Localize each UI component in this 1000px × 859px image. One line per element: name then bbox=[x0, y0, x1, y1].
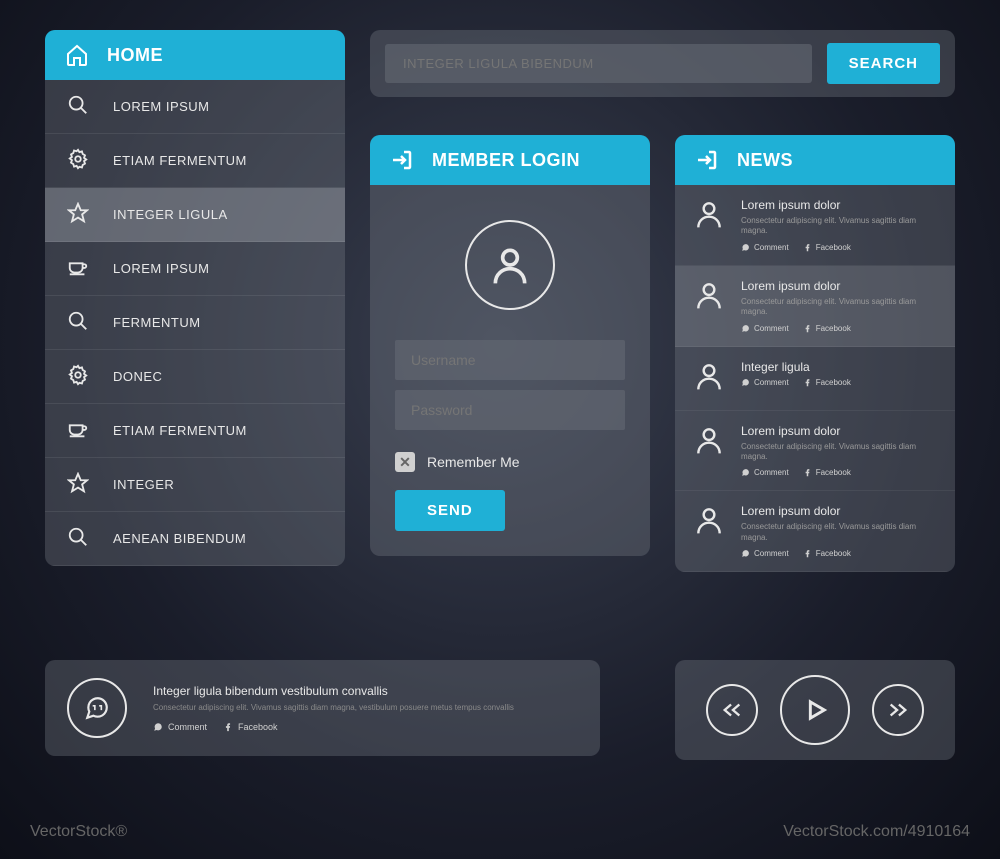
player-next-button[interactable] bbox=[872, 684, 924, 736]
nav-item-label: ETIAM FERMENTUM bbox=[113, 423, 247, 438]
login-header-label: MEMBER LOGIN bbox=[432, 150, 580, 171]
news-comment-link[interactable]: Comment bbox=[741, 378, 789, 387]
nav-item-label: LOREM IPSUM bbox=[113, 261, 210, 276]
player-play-button[interactable] bbox=[780, 675, 850, 745]
nav-item-label: INTEGER bbox=[113, 477, 174, 492]
nav-header: HOME bbox=[45, 30, 345, 80]
nav-item-8[interactable]: AENEAN BIBENDUM bbox=[45, 512, 345, 566]
home-icon bbox=[65, 43, 89, 67]
quote-icon bbox=[67, 678, 127, 738]
coffee-icon bbox=[67, 256, 89, 281]
news-comment-link[interactable]: Comment bbox=[741, 324, 789, 333]
info-title: Integer ligula bibendum vestibulum conva… bbox=[153, 684, 578, 698]
login-icon bbox=[390, 148, 414, 172]
info-sub: Consectetur adipiscing elit. Vivamus sag… bbox=[153, 703, 578, 713]
username-input[interactable] bbox=[395, 340, 625, 380]
nav-item-1[interactable]: ETIAM FERMENTUM bbox=[45, 134, 345, 188]
nav-item-4[interactable]: FERMENTUM bbox=[45, 296, 345, 350]
send-button[interactable]: SEND bbox=[395, 490, 505, 531]
news-item-sub: Consectetur adipiscing elit. Vivamus sag… bbox=[741, 297, 937, 318]
player-panel bbox=[675, 660, 955, 760]
news-header-label: NEWS bbox=[737, 150, 793, 171]
search-button[interactable]: SEARCH bbox=[827, 43, 940, 84]
rewind-icon bbox=[721, 699, 743, 721]
avatar-icon bbox=[465, 220, 555, 310]
user-icon bbox=[693, 279, 725, 333]
user-icon bbox=[693, 198, 725, 252]
search-panel: SEARCH bbox=[370, 30, 955, 97]
search-input[interactable] bbox=[385, 44, 812, 83]
info-panel: Integer ligula bibendum vestibulum conva… bbox=[45, 660, 600, 756]
news-comment-link[interactable]: Comment bbox=[741, 468, 789, 477]
user-icon bbox=[693, 424, 725, 478]
remember-row: ✕ Remember Me bbox=[395, 452, 625, 472]
nav-item-5[interactable]: DONEC bbox=[45, 350, 345, 404]
news-item-title: Integer ligula bbox=[741, 360, 937, 374]
star-icon bbox=[67, 472, 89, 497]
gear-icon bbox=[67, 148, 89, 173]
nav-item-label: AENEAN BIBENDUM bbox=[113, 531, 246, 546]
nav-item-6[interactable]: ETIAM FERMENTUM bbox=[45, 404, 345, 458]
nav-item-label: LOREM IPSUM bbox=[113, 99, 210, 114]
nav-item-label: ETIAM FERMENTUM bbox=[113, 153, 247, 168]
news-item-3[interactable]: Lorem ipsum dolor Consectetur adipiscing … bbox=[675, 411, 955, 492]
login-header: MEMBER LOGIN bbox=[370, 135, 650, 185]
news-comment-link[interactable]: Comment bbox=[741, 549, 789, 558]
password-input[interactable] bbox=[395, 390, 625, 430]
news-facebook-link[interactable]: Facebook bbox=[803, 378, 851, 387]
news-item-sub: Consectetur adipiscing elit. Vivamus sag… bbox=[741, 522, 937, 543]
nav-panel: HOME LOREM IPSUM ETIAM FERMENTUM INTEGER L… bbox=[45, 30, 345, 566]
facebook-icon bbox=[223, 722, 233, 732]
info-comment-link[interactable]: Comment bbox=[153, 722, 207, 732]
star-icon bbox=[67, 202, 89, 227]
news-item-title: Lorem ipsum dolor bbox=[741, 424, 937, 438]
watermark-left: VectorStock® bbox=[30, 823, 127, 841]
news-panel: NEWS Lorem ipsum dolor Consectetur adipis… bbox=[675, 135, 955, 572]
news-item-title: Lorem ipsum dolor bbox=[741, 279, 937, 293]
news-item-title: Lorem ipsum dolor bbox=[741, 504, 937, 518]
search-icon bbox=[67, 310, 89, 335]
nav-item-label: FERMENTUM bbox=[113, 315, 201, 330]
nav-item-2[interactable]: INTEGER LIGULA bbox=[45, 188, 345, 242]
news-item-4[interactable]: Lorem ipsum dolor Consectetur adipiscing … bbox=[675, 491, 955, 572]
comment-icon bbox=[153, 722, 163, 732]
user-icon bbox=[693, 360, 725, 397]
news-item-sub: Consectetur adipiscing elit. Vivamus sag… bbox=[741, 442, 937, 463]
news-item-0[interactable]: Lorem ipsum dolor Consectetur adipiscing … bbox=[675, 185, 955, 266]
news-facebook-link[interactable]: Facebook bbox=[803, 243, 851, 252]
login-panel: MEMBER LOGIN ✕ Remember Me SEND bbox=[370, 135, 650, 556]
nav-item-3[interactable]: LOREM IPSUM bbox=[45, 242, 345, 296]
news-item-2[interactable]: Integer ligula Comment Facebook bbox=[675, 347, 955, 411]
nav-item-label: INTEGER LIGULA bbox=[113, 207, 228, 222]
news-item-title: Lorem ipsum dolor bbox=[741, 198, 937, 212]
remember-label: Remember Me bbox=[427, 454, 520, 470]
news-facebook-link[interactable]: Facebook bbox=[803, 549, 851, 558]
nav-item-0[interactable]: LOREM IPSUM bbox=[45, 80, 345, 134]
player-prev-button[interactable] bbox=[706, 684, 758, 736]
gear-icon bbox=[67, 364, 89, 389]
news-comment-link[interactable]: Comment bbox=[741, 243, 789, 252]
news-facebook-link[interactable]: Facebook bbox=[803, 324, 851, 333]
play-icon bbox=[801, 696, 829, 724]
news-item-sub: Consectetur adipiscing elit. Vivamus sag… bbox=[741, 216, 937, 237]
news-item-1[interactable]: Lorem ipsum dolor Consectetur adipiscing … bbox=[675, 266, 955, 347]
news-facebook-link[interactable]: Facebook bbox=[803, 468, 851, 477]
nav-item-label: DONEC bbox=[113, 369, 162, 384]
search-icon bbox=[67, 94, 89, 119]
watermark-right: VectorStock.com/4910164 bbox=[783, 823, 970, 841]
login-icon bbox=[695, 148, 719, 172]
user-icon bbox=[693, 504, 725, 558]
nav-item-7[interactable]: INTEGER bbox=[45, 458, 345, 512]
search-icon bbox=[67, 526, 89, 551]
remember-checkbox[interactable]: ✕ bbox=[395, 452, 415, 472]
news-header: NEWS bbox=[675, 135, 955, 185]
forward-icon bbox=[887, 699, 909, 721]
nav-header-label: HOME bbox=[107, 45, 163, 66]
coffee-icon bbox=[67, 418, 89, 443]
info-facebook-link[interactable]: Facebook bbox=[223, 722, 278, 732]
